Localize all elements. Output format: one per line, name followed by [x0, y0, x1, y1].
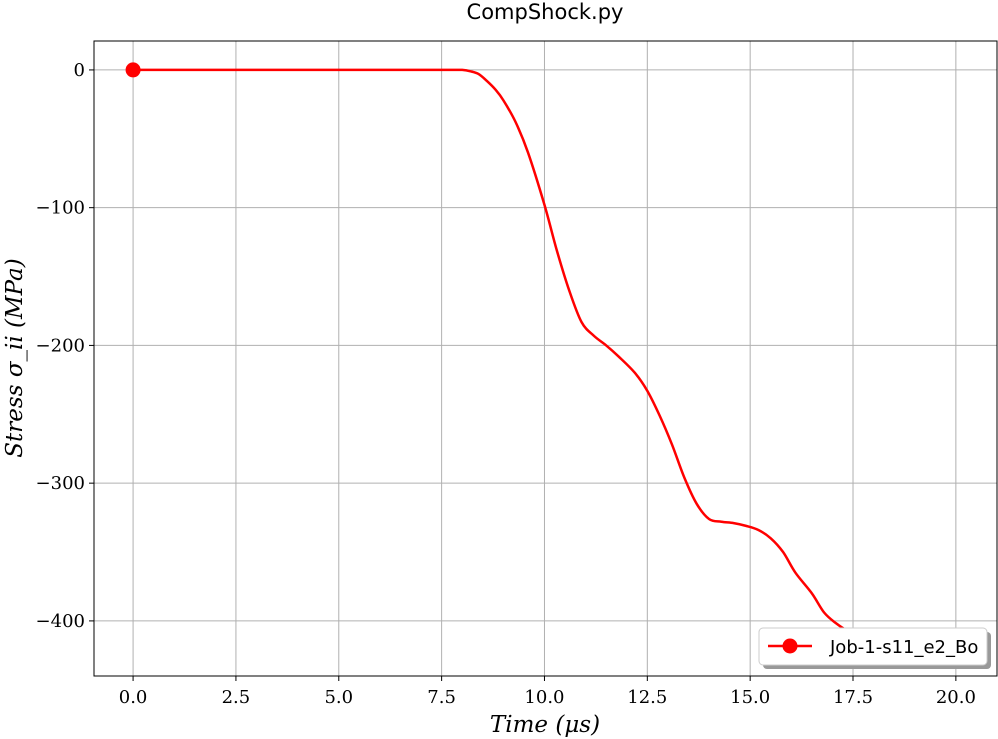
y-tick-label: −200 — [36, 335, 85, 356]
y-axis-label: Stress σ_ii (MPa) — [2, 258, 28, 457]
x-tick-label: 17.5 — [833, 687, 873, 708]
legend-series-label: Job-1-s11_e2_Bo — [829, 637, 978, 658]
y-tick-label: −400 — [36, 611, 85, 632]
plot-frame — [93, 40, 998, 677]
x-axis-label: Time (μs) — [490, 712, 600, 738]
legend-marker — [782, 638, 798, 654]
x-tick-label: 20.0 — [936, 687, 976, 708]
legend: Job-1-s11_e2_Bo — [758, 627, 991, 669]
x-tick-label: 5.0 — [324, 687, 353, 708]
chart-title: CompShock.py — [467, 0, 624, 24]
series-marker — [125, 62, 141, 78]
gridlines — [94, 41, 997, 676]
x-tick-label: 0.0 — [119, 687, 148, 708]
series-layer — [125, 62, 956, 649]
y-tick-label: 0 — [74, 60, 85, 81]
y-tick-label: −300 — [36, 473, 85, 494]
axis-ticks: 0.0 2.5 5.0 7.5 10.0 12.5 15.0 17.5 20.0 0 −100 −20… — [36, 60, 976, 708]
x-tick-label: 2.5 — [222, 687, 251, 708]
x-tick-label: 15.0 — [730, 687, 770, 708]
legend-box — [758, 627, 988, 666]
y-tick-label: −100 — [36, 198, 85, 219]
x-tick-label: 7.5 — [427, 687, 456, 708]
x-tick-label: 10.0 — [524, 687, 564, 708]
x-tick-label: 12.5 — [627, 687, 667, 708]
